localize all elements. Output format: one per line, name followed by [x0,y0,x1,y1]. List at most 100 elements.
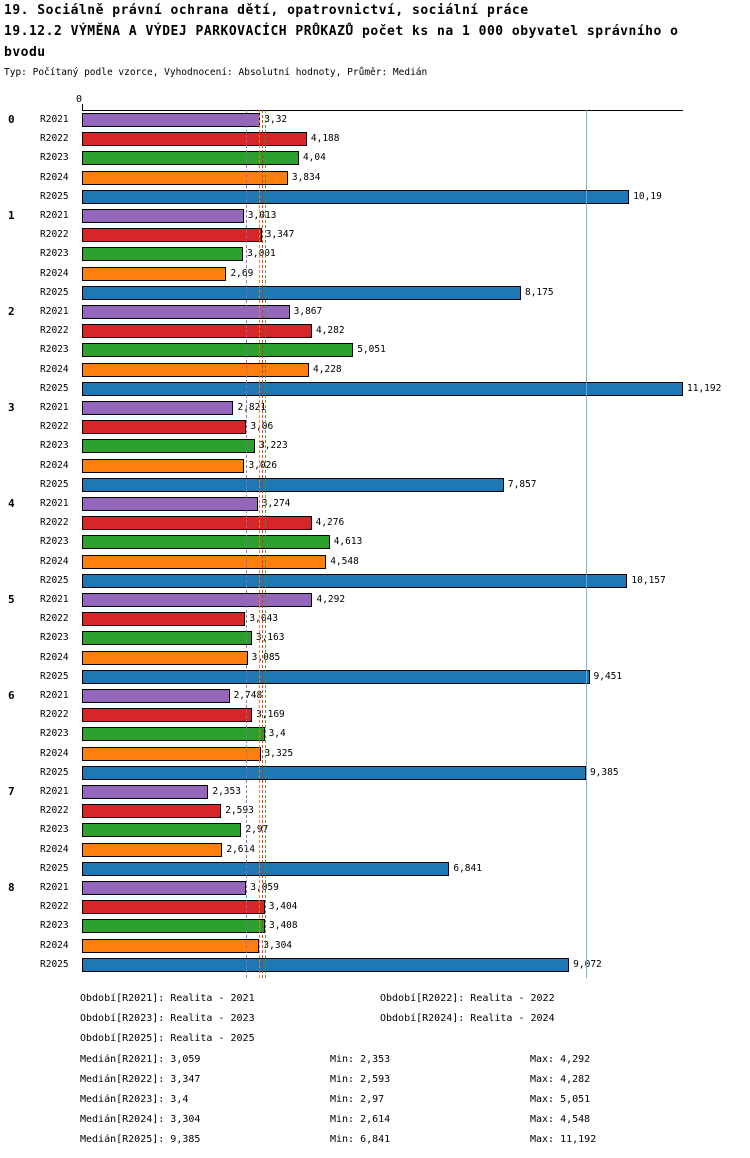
series-label-r2024-g8: R2024 [40,939,69,951]
series-label-r2024-g3: R2024 [40,459,69,471]
bar-r2023-g0 [82,151,299,166]
bar-r2021-g7 [82,785,209,799]
series-label-r2022-g7: R2022 [40,805,69,817]
series-label-r2022-g3: R2022 [40,421,69,433]
bar-r2025-g0 [82,189,630,204]
value-label-r2021-g0: 3,32 [264,114,288,125]
value-label-r2024-g7: 2,614 [226,843,255,855]
bar-r2022-g4 [82,516,312,531]
series-label-r2023-g2: R2023 [40,344,69,356]
series-label-r2021-g2: R2021 [40,306,69,317]
median-line-r2025 [585,110,587,978]
series-label-r2023-g0: R2023 [40,152,69,164]
bar-r2025-g4 [82,573,628,588]
bar-r2025-g1 [82,285,521,300]
group-label-6: 6 [8,689,15,702]
bar-r2023-g4 [82,535,330,550]
value-label-r2025-g1: 8,175 [524,286,554,298]
bar-r2021-g3 [82,401,234,415]
bar-r2021-g2 [82,305,290,319]
value-label-r2025-g0: 10,19 [633,190,662,202]
bar-r2024-g8 [82,938,260,953]
value-label-r2021-g2: 3,867 [293,306,323,317]
median-line-r2023 [264,110,266,978]
series-label-r2024-g0: R2024 [40,171,69,183]
series-label-r2022-g4: R2022 [40,517,69,529]
series-label-r2021-g7: R2021 [40,786,69,797]
group-label-2: 2 [8,305,15,318]
value-label-r2024-g2: 4,228 [313,363,342,375]
bar-r2022-g7 [82,804,222,819]
bar-r2023-g6 [82,727,265,742]
bar-r2022-g0 [82,132,307,147]
stat-row0-min: Min: 2,353 [330,1054,391,1065]
bar-r2021-g6 [82,689,230,703]
stat-row0-median: Medián[R2021]: 3,059 [80,1054,201,1065]
group-label-4: 4 [8,497,15,510]
stat-row3-min: Min: 2,614 [330,1114,391,1125]
value-label-r2024-g1: 2,69 [230,267,254,279]
series-label-r2022-g0: R2022 [40,133,69,145]
value-label-r2023-g1: 3,001 [247,248,276,260]
stat-row2-median: Medián[R2023]: 3,4 [80,1094,189,1105]
series-label-r2022-g6: R2022 [40,709,69,721]
legend-item-obdob-r2023-: Období[R2023]: Realita - 2023 [80,1013,255,1024]
stat-row4-max: Max: 11,192 [530,1134,597,1145]
bar-r2023-g3 [82,439,256,454]
series-label-r2023-g7: R2023 [40,824,69,836]
value-label-r2022-g8: 3,404 [268,901,298,913]
bar-r2022-g6 [82,708,253,723]
value-label-r2023-g2: 5,051 [357,344,386,356]
series-label-r2025-g6: R2025 [40,766,69,778]
stat-row3-max: Max: 4,548 [530,1114,591,1125]
value-label-r2024-g3: 3,026 [248,459,278,471]
value-label-r2022-g2: 4,282 [315,325,345,337]
value-label-r2022-g6: 3,169 [256,709,285,721]
stat-row1-max: Max: 4,282 [530,1074,591,1085]
axis-zero-label: 0 [76,94,83,105]
value-label-r2023-g5: 3,163 [255,632,285,644]
legend-item-obdob-r2024-: Období[R2024]: Realita - 2024 [380,1013,555,1024]
series-label-r2025-g2: R2025 [40,382,69,394]
bar-r2024-g5 [82,650,248,665]
bar-chart: 0 R2021 3,32 R2022 4,188 R2023 4,04 R2024 3,834 R… [0,110,750,980]
series-label-r2025-g1: R2025 [40,286,69,298]
series-label-r2021-g3: R2021 [40,402,69,413]
value-label-r2024-g8: 3,304 [263,939,293,951]
series-label-r2021-g8: R2021 [40,882,69,893]
value-label-r2024-g6: 3,325 [264,747,294,759]
bar-r2021-g0 [82,113,261,127]
bar-r2024-g6 [82,746,261,761]
value-label-r2025-g7: 6,841 [453,862,482,874]
series-label-r2025-g5: R2025 [40,670,69,682]
series-label-r2024-g1: R2024 [40,267,69,279]
series-label-r2025-g3: R2025 [40,478,69,490]
series-label-r2024-g7: R2024 [40,843,69,855]
median-line-r2021 [246,110,248,978]
value-label-r2025-g8: 9,072 [573,958,602,970]
series-label-r2023-g4: R2023 [40,536,69,548]
bar-r2024-g2 [82,362,310,377]
value-label-r2021-g8: 3,059 [250,882,279,893]
stat-row1-min: Min: 2,593 [330,1074,391,1085]
bar-r2022-g2 [82,324,312,339]
value-label-r2021-g3: 2,821 [237,402,267,413]
value-label-r2024-g5: 3,085 [251,651,281,663]
series-label-r2021-g5: R2021 [40,594,69,605]
value-label-r2023-g7: 2,97 [245,824,269,836]
series-label-r2025-g0: R2025 [40,190,69,202]
value-label-r2022-g4: 4,276 [315,517,345,529]
bar-r2023-g2 [82,343,354,358]
group-label-1: 1 [8,209,15,222]
legend-item-obdob-r2021-: Období[R2021]: Realita - 2021 [80,993,255,1004]
value-label-r2024-g0: 3,834 [291,171,321,183]
value-label-r2023-g3: 3,223 [259,440,288,452]
series-label-r2021-g1: R2021 [40,210,69,221]
series-label-r2023-g3: R2023 [40,440,69,452]
group-label-7: 7 [8,785,15,798]
series-label-r2022-g2: R2022 [40,325,69,337]
series-label-r2021-g4: R2021 [40,498,69,509]
bar-r2022-g5 [82,612,246,627]
series-label-r2023-g1: R2023 [40,248,69,260]
